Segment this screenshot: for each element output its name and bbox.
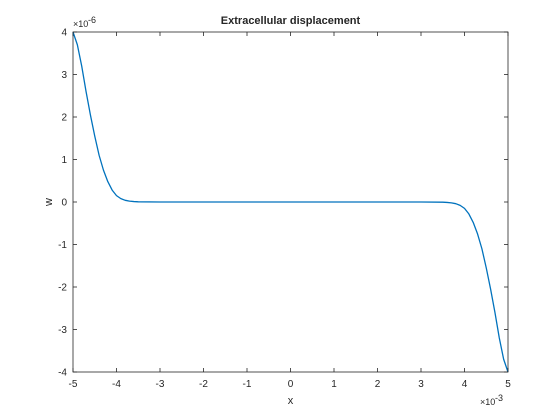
x-exponent-base: ×10 [480,397,495,407]
chart-title: Extracellular displacement [221,15,361,27]
axes-box [72,31,509,373]
y-tick-label: 3 [61,70,67,81]
x-tick-label: 4 [462,379,468,390]
y-tick-label: 1 [61,155,67,166]
x-axis-label: x [288,395,294,407]
x-tick-label: -3 [156,379,165,390]
x-exponent-power: -3 [495,393,503,403]
x-tick-label: 2 [375,379,381,390]
y-tick-label: -4 [58,368,67,379]
x-tick-label: -4 [112,379,121,390]
y-tick-label: -2 [58,283,67,294]
x-tick-label: 5 [505,379,511,390]
x-tick-label: -2 [199,379,208,390]
y-tick-label: -3 [58,325,67,336]
series-line [72,31,509,373]
y-exponent-base: ×10 [73,19,88,29]
y-tick-label: 4 [61,28,67,39]
y-tick-label: -1 [58,240,67,251]
x-tick-label: 0 [288,379,294,390]
y-exponent: ×10 -6 [73,15,96,29]
x-exponent: ×10 -3 [480,393,503,407]
x-tick-label: 1 [331,379,337,390]
y-tick-label: 0 [61,198,67,209]
y-axis-label: w [43,198,55,207]
y-tick-label: 2 [61,113,67,124]
y-exponent-power: -6 [88,15,96,25]
x-tick-label: -5 [69,379,78,390]
x-tick-label: 3 [418,379,424,390]
x-tick-label: -1 [243,379,252,390]
